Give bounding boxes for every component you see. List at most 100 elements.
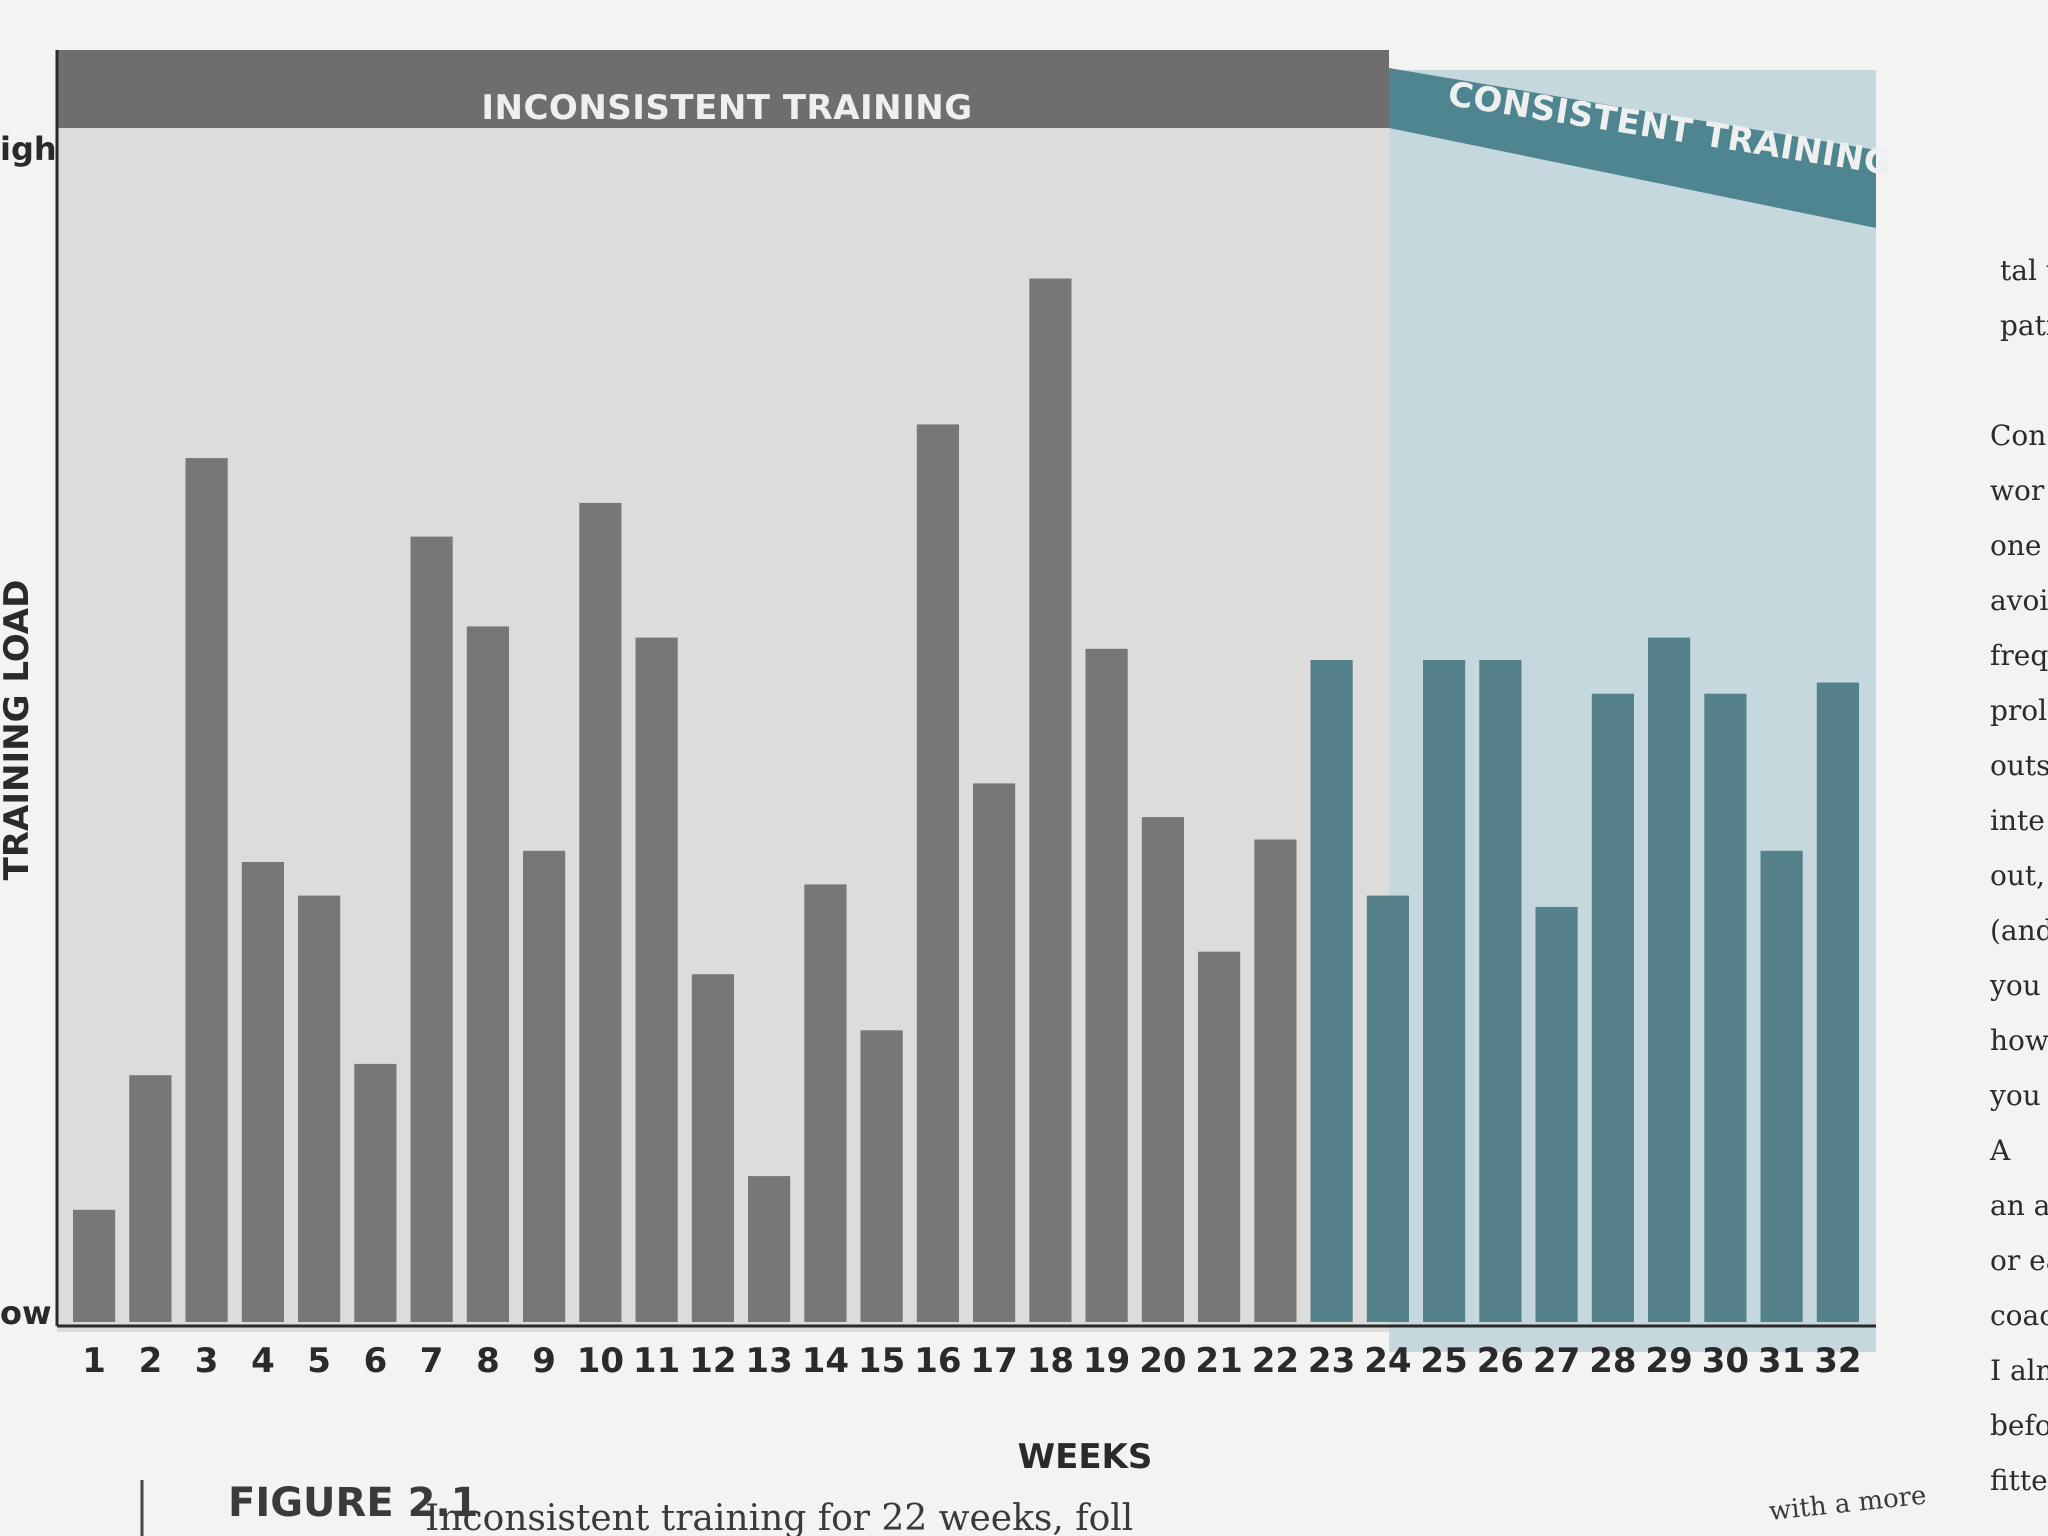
x-tick-label: 32 [1814,1341,1861,1381]
side-page-line: or ea [1990,1244,2048,1277]
bar-week-29 [1648,637,1691,1322]
x-tick-label: 22 [1252,1341,1299,1381]
x-tick-label: 12 [689,1341,736,1381]
bar-week-9 [523,850,566,1322]
x-tick-label: 23 [1308,1341,1355,1381]
bar-week-6 [354,1063,397,1322]
bar-week-27 [1535,906,1578,1322]
bar-week-1 [73,1209,116,1322]
x-tick-label: 24 [1364,1341,1411,1381]
x-tick-label: 10 [577,1341,624,1381]
bar-week-4 [241,862,284,1322]
y-high-label: igh [0,130,57,168]
x-tick-label: 29 [1645,1341,1692,1381]
bar-week-28 [1591,693,1634,1322]
bar-week-31 [1760,850,1803,1322]
x-tick-label: 2 [139,1341,163,1381]
consistent-band [1389,68,1876,228]
x-tick-label: 17 [970,1341,1017,1381]
side-page-line: Con [1990,419,2046,452]
side-page-line: an at [1990,1189,2048,1222]
bar-week-26 [1479,660,1522,1322]
bar-week-15 [860,1030,903,1322]
x-tick-label: 19 [1083,1341,1130,1381]
side-page-line: freq [1990,639,2048,672]
bar-week-23 [1310,660,1353,1322]
bar-week-16 [916,424,959,1322]
bar-week-11 [635,637,678,1322]
x-tick-label: 27 [1533,1341,1580,1381]
bar-week-17 [973,783,1016,1322]
x-tick-label: 25 [1420,1341,1467,1381]
x-tick-label: 8 [476,1341,500,1381]
x-tick-label: 7 [420,1341,444,1381]
side-page-line: I alm [1990,1354,2048,1387]
figure-label: FIGURE 2.1 [228,1480,478,1526]
side-page-line: pati [2000,309,2048,342]
side-page-line: you [1989,969,2041,1002]
x-tick-label: 20 [1139,1341,1186,1381]
figure-caption-text: Inconsistent training for 22 weeks, foll [425,1498,1133,1536]
x-tick-label: 1 [82,1341,106,1381]
side-page-line: coacl [1990,1299,2048,1332]
side-page-line: out, [1990,859,2045,892]
x-tick-labels: 1 2 3 4 5 6 7 8 9 10 11 12 13 14 15 16 17 18 19 20 21 22 23 24 2… [82,1341,1861,1381]
bar-week-20 [1141,817,1184,1322]
bar-week-32 [1816,682,1859,1322]
bar-week-2 [129,1075,172,1322]
bar-week-21 [1198,951,1241,1322]
x-tick-label: 16 [914,1341,961,1381]
figure-caption-text-right: with a more [1768,1481,1928,1527]
bar-week-19 [1085,648,1128,1322]
bar-week-14 [804,884,847,1322]
x-tick-label: 5 [307,1341,331,1381]
bar-week-7 [410,536,453,1322]
bar-week-24 [1366,895,1409,1322]
side-page-line: prol [1990,694,2047,727]
inconsistent-band-label: INCONSISTENT TRAINING [481,88,972,128]
side-page-line: (and [1990,914,2048,947]
x-tick-label: 28 [1589,1341,1636,1381]
bar-week-22 [1254,839,1297,1322]
x-tick-label: 11 [633,1341,680,1381]
bar-week-10 [579,502,622,1322]
side-page-line: befor [1990,1409,2048,1442]
side-page-text: tal t pati Con wor one avoi freq prol outs inte ou… [1989,254,2048,1497]
side-page-line: A [1989,1134,2011,1167]
x-tick-label: 13 [745,1341,792,1381]
bars-group [73,278,1859,1323]
side-page-line: outs [1990,749,2048,782]
side-page-line: wor [1990,474,2045,507]
x-axis-title: WEEKS [1018,1437,1153,1477]
x-tick-label: 15 [858,1341,905,1381]
side-page-line: inte [1990,804,2045,837]
x-tick-label: 30 [1702,1341,1749,1381]
side-page-line: fitter [1990,1464,2048,1497]
x-tick-label: 31 [1758,1341,1805,1381]
bar-week-30 [1704,693,1747,1322]
side-page-line: one [1990,529,2041,562]
side-page-line: tal t [2000,254,2048,287]
bar-week-18 [1029,278,1072,1322]
side-page-line: you t [1989,1079,2048,1112]
x-tick-label: 14 [802,1341,849,1381]
bar-week-8 [466,626,509,1322]
x-tick-label: 3 [195,1341,219,1381]
bar-week-5 [298,895,341,1322]
side-page-line: avoi [1990,584,2048,617]
bar-week-3 [185,458,228,1323]
x-tick-label: 6 [364,1341,388,1381]
x-tick-label: 26 [1477,1341,1524,1381]
x-tick-label: 4 [251,1341,275,1381]
x-tick-label: 18 [1027,1341,1074,1381]
inconsistent-band [57,50,1389,128]
side-page-line: how [1990,1024,2048,1057]
bar-week-12 [691,974,734,1322]
x-tick-label: 21 [1195,1341,1242,1381]
y-low-label: ow [0,1294,52,1332]
bar-week-13 [748,1176,791,1322]
bar-week-25 [1423,660,1466,1322]
x-tick-label: 9 [532,1341,556,1381]
